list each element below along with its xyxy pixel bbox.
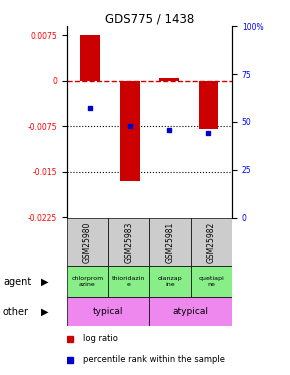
- Bar: [159, 78, 179, 81]
- Bar: [149, 266, 191, 297]
- Text: chlorprom
azine: chlorprom azine: [71, 276, 104, 287]
- Title: GDS775 / 1438: GDS775 / 1438: [105, 12, 194, 25]
- Text: ▶: ▶: [41, 277, 49, 286]
- Text: olanzap
ine: olanzap ine: [158, 276, 182, 287]
- Text: thioridazin
e: thioridazin e: [112, 276, 145, 287]
- Text: typical: typical: [93, 307, 123, 316]
- Text: ▶: ▶: [41, 307, 49, 316]
- Bar: [80, 35, 100, 81]
- Text: quetiapi
ne: quetiapi ne: [198, 276, 224, 287]
- Text: other: other: [3, 307, 29, 316]
- Bar: [67, 266, 108, 297]
- Bar: [108, 266, 149, 297]
- Bar: [149, 297, 232, 326]
- Text: atypical: atypical: [173, 307, 209, 316]
- Text: log ratio: log ratio: [83, 334, 118, 344]
- Text: GSM25981: GSM25981: [166, 221, 175, 262]
- Text: agent: agent: [3, 277, 31, 286]
- Bar: [67, 297, 149, 326]
- Text: GSM25982: GSM25982: [207, 221, 216, 262]
- Bar: [149, 217, 191, 266]
- Text: GSM25983: GSM25983: [124, 221, 133, 262]
- Bar: [191, 217, 232, 266]
- Bar: [199, 81, 218, 129]
- Bar: [191, 266, 232, 297]
- Bar: [120, 81, 139, 181]
- Text: percentile rank within the sample: percentile rank within the sample: [83, 356, 225, 364]
- Text: GSM25980: GSM25980: [83, 221, 92, 262]
- Bar: [108, 217, 149, 266]
- Bar: [67, 217, 108, 266]
